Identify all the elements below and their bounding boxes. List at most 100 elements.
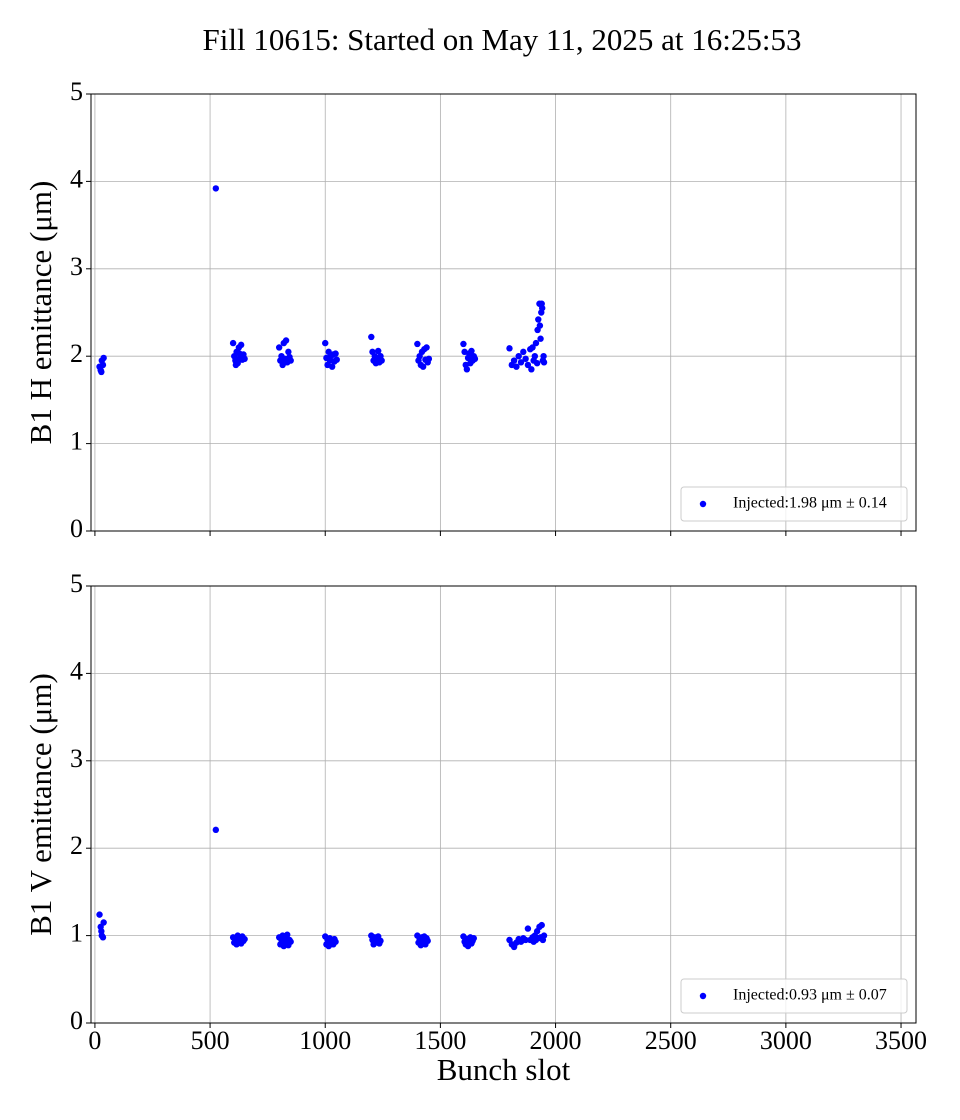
data-point <box>280 359 287 367</box>
data-point <box>99 361 107 369</box>
y-tick-label: 4 <box>70 656 83 685</box>
data-point <box>275 344 283 351</box>
data-point <box>212 185 220 192</box>
y-tick-label: 4 <box>70 164 83 193</box>
x-tick-label: 1500 <box>414 1026 466 1055</box>
x-tick-label: 1000 <box>299 1026 351 1055</box>
data-point <box>332 350 339 357</box>
data-point <box>237 341 245 349</box>
data-point <box>536 322 544 329</box>
data-point <box>282 337 290 344</box>
data-point <box>531 353 539 360</box>
data-point <box>538 921 545 929</box>
data-point <box>524 361 532 369</box>
data-point <box>510 357 518 364</box>
panel: 0 1 2 3 4 5 0 500 1000 1500 2000 2500 3000 3500 B1 V e… <box>23 569 927 1087</box>
data-point <box>287 357 294 364</box>
y-tick-label: 3 <box>70 252 83 281</box>
data-point <box>375 347 382 355</box>
data-point <box>532 339 540 347</box>
axes-frame <box>90 585 917 1024</box>
data-point <box>332 938 339 945</box>
legend-marker <box>699 992 707 1000</box>
legend-marker <box>699 500 707 508</box>
data-point <box>522 355 529 363</box>
data-point <box>100 919 107 926</box>
data-point <box>322 339 329 347</box>
data-point <box>537 335 544 342</box>
data-point <box>463 366 471 373</box>
data-point <box>287 938 294 945</box>
data-point <box>533 359 541 367</box>
data-point <box>232 361 240 369</box>
data-point <box>241 935 248 943</box>
data-point <box>540 353 547 360</box>
data-point <box>96 911 103 918</box>
data-point <box>378 357 385 364</box>
data-point <box>424 937 431 945</box>
axes-frame <box>90 93 917 532</box>
panel: 0 1 2 3 4 5 B1 H emittance (μm) Injected:1.98 μ… <box>23 77 917 543</box>
data-point <box>328 363 336 370</box>
data-point <box>520 348 527 356</box>
x-tick-label: 500 <box>191 1026 230 1055</box>
data-point <box>100 354 107 362</box>
data-point <box>98 928 105 935</box>
x-tick-label: 0 <box>88 1026 101 1055</box>
y-tick-label: 1 <box>70 919 83 948</box>
data-point <box>529 344 536 351</box>
data-point <box>368 333 375 341</box>
x-tick-label: 3000 <box>760 1026 812 1055</box>
data-point <box>98 368 105 376</box>
data-point <box>522 936 529 944</box>
data-point <box>414 340 421 348</box>
data-point <box>528 366 535 373</box>
legend: Injected:1.98 μm ± 0.14 <box>680 486 908 522</box>
x-axis-label: Bunch slot <box>437 1052 571 1087</box>
data-point <box>535 316 542 323</box>
legend-box <box>680 486 908 522</box>
data-point <box>524 925 532 932</box>
data-point <box>419 363 427 370</box>
data-point <box>285 348 292 356</box>
legend-box <box>680 978 908 1014</box>
data-point <box>517 359 525 366</box>
data-point <box>236 350 243 357</box>
data-point <box>538 304 546 312</box>
y-tick-label: 0 <box>70 1006 83 1035</box>
data-point <box>540 359 548 366</box>
y-axis-label: B1 V emittance (μm) <box>23 673 58 936</box>
data-point <box>513 363 520 370</box>
data-point <box>229 339 237 347</box>
data-point <box>377 937 384 945</box>
data-point <box>284 931 291 938</box>
y-tick-label: 0 <box>70 514 83 543</box>
data-point <box>515 353 522 360</box>
figure-title: Fill 10615: Started on May 11, 2025 at 1… <box>202 22 801 57</box>
y-tick-label: 1 <box>70 427 83 456</box>
y-tick-label: 2 <box>70 339 83 368</box>
data-point <box>506 345 513 352</box>
data-point <box>460 340 467 348</box>
data-point <box>425 355 433 363</box>
x-tick-label: 2000 <box>530 1026 582 1055</box>
legend-label: Injected:1.98 μm ± 0.14 <box>733 495 887 512</box>
data-point <box>99 934 107 941</box>
data-point <box>333 356 340 363</box>
data-point <box>540 932 548 939</box>
y-tick-label: 5 <box>70 77 83 106</box>
y-tick-label: 3 <box>70 744 83 773</box>
data-point <box>241 355 248 363</box>
data-point <box>471 355 479 363</box>
data-point <box>470 935 477 942</box>
data-point <box>468 347 475 355</box>
y-tick-label: 2 <box>70 831 83 860</box>
x-tick-label: 2500 <box>645 1026 697 1055</box>
data-point <box>423 344 430 351</box>
data-point <box>212 826 220 834</box>
legend: Injected:0.93 μm ± 0.07 <box>680 978 908 1014</box>
y-tick-label: 5 <box>70 569 83 598</box>
y-axis-label: B1 H emittance (μm) <box>23 181 58 445</box>
legend-label: Injected:0.93 μm ± 0.07 <box>733 987 887 1004</box>
